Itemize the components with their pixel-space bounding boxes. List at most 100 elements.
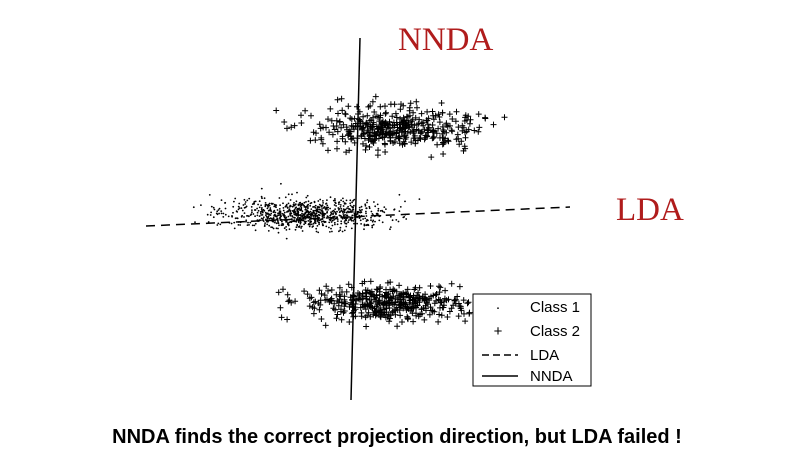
class1-point xyxy=(312,209,315,212)
class1-point xyxy=(349,199,352,202)
class1-point xyxy=(295,212,297,215)
class1-point xyxy=(216,213,219,216)
class1-point xyxy=(340,207,343,210)
class1-point xyxy=(315,230,318,233)
class1-point xyxy=(334,198,336,200)
class2-point xyxy=(340,121,347,128)
class1-point xyxy=(340,220,343,223)
class1-point xyxy=(371,226,374,229)
class2-point xyxy=(427,304,434,311)
class2-point xyxy=(391,307,398,314)
class1-point xyxy=(334,208,336,211)
class1-point xyxy=(233,227,236,230)
class2-point xyxy=(461,143,468,150)
class2-point xyxy=(436,289,443,296)
class2-point xyxy=(422,291,429,298)
class1-point xyxy=(393,208,396,211)
class1-point xyxy=(224,202,226,204)
class1-point xyxy=(243,198,246,201)
class1-point xyxy=(218,212,221,215)
class2-point xyxy=(345,131,352,138)
class1-point xyxy=(307,213,309,216)
class1-point xyxy=(318,221,321,224)
class2-point xyxy=(318,316,325,322)
class1-point xyxy=(250,206,253,208)
class1-point xyxy=(314,213,317,216)
class2-point xyxy=(371,137,377,144)
class1-point xyxy=(340,222,343,225)
class1-point xyxy=(224,213,227,216)
class1-point xyxy=(333,221,336,224)
class1-point xyxy=(300,216,302,218)
class1-point xyxy=(261,197,263,200)
class1-point xyxy=(305,196,308,199)
class2-point xyxy=(455,313,462,320)
class1-point xyxy=(256,211,259,214)
class2-point xyxy=(342,138,349,145)
class2-point xyxy=(379,134,386,140)
class1-point xyxy=(237,208,240,211)
class2-point xyxy=(366,144,373,150)
class2-point xyxy=(386,315,393,322)
class1-point xyxy=(262,218,264,220)
class1-point xyxy=(399,206,402,208)
class1-point xyxy=(322,224,325,227)
class1-point xyxy=(282,207,285,209)
class1-point xyxy=(304,208,307,211)
class1-point xyxy=(318,203,321,206)
class1-point xyxy=(398,210,401,213)
class1-point xyxy=(345,199,348,202)
class1-point xyxy=(364,204,367,207)
class2-point xyxy=(277,304,284,311)
class1-point xyxy=(342,213,345,215)
class2-point xyxy=(453,108,460,115)
class1-point xyxy=(265,215,268,218)
class2-point xyxy=(298,120,305,126)
class1-point xyxy=(270,226,272,229)
class1-point xyxy=(339,214,342,217)
class1-point xyxy=(209,214,212,216)
class1-point xyxy=(310,214,312,217)
class1-point xyxy=(287,202,290,205)
class1-point xyxy=(358,206,361,209)
class2-point xyxy=(383,293,390,300)
nnda-label: NNDA xyxy=(398,22,493,58)
class1-point xyxy=(317,206,320,209)
class2-point xyxy=(414,302,421,309)
class1-point xyxy=(300,203,302,206)
class2-point xyxy=(374,152,381,159)
class2-point xyxy=(424,108,431,115)
class2-point xyxy=(490,121,497,128)
class1-point xyxy=(295,214,298,217)
class1-point xyxy=(231,215,234,218)
class1-point xyxy=(277,212,279,215)
class1-point xyxy=(319,198,322,201)
class2-point xyxy=(385,302,392,309)
class1-point xyxy=(350,210,352,213)
class2-point xyxy=(410,128,417,135)
class1-point xyxy=(220,210,223,213)
class1-point xyxy=(313,218,316,221)
class1-point xyxy=(349,202,352,205)
class2-point xyxy=(441,295,448,302)
class2-point xyxy=(417,129,424,136)
class2-point xyxy=(471,127,478,134)
class1-point xyxy=(303,223,305,226)
class1-point xyxy=(305,206,308,208)
class1-point xyxy=(337,209,340,211)
class1-point xyxy=(350,227,353,230)
class2-point xyxy=(451,297,458,304)
class1-point xyxy=(391,219,394,222)
class1-point xyxy=(283,227,286,230)
class2-point xyxy=(397,106,404,113)
class2-point xyxy=(330,305,337,312)
class1-point xyxy=(338,203,340,206)
class1-point xyxy=(278,212,281,215)
class2-point xyxy=(273,107,280,114)
class2-point xyxy=(421,316,428,323)
class1-point xyxy=(273,209,276,212)
class1-point xyxy=(310,208,313,211)
class1-point xyxy=(363,223,366,226)
class1-point xyxy=(316,225,319,227)
class1-point xyxy=(321,218,324,221)
